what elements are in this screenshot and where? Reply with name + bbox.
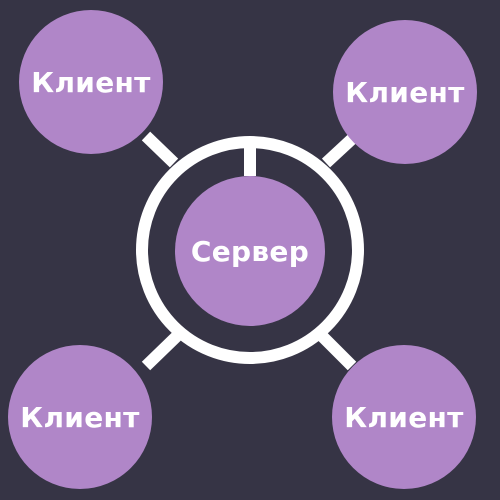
client-node-bottom-right: Клиент <box>332 345 476 489</box>
link-bottom-left-client <box>141 331 182 371</box>
client-node-top-left: Клиент <box>19 10 163 154</box>
link-top-right-client <box>321 133 358 168</box>
client-node-top-right: Клиент <box>333 20 477 164</box>
link-top-left-client <box>141 131 179 168</box>
client-node-bottom-left: Клиент <box>8 345 152 489</box>
server-node: Сервер <box>175 176 325 326</box>
link-bottom-right-client <box>317 331 357 371</box>
